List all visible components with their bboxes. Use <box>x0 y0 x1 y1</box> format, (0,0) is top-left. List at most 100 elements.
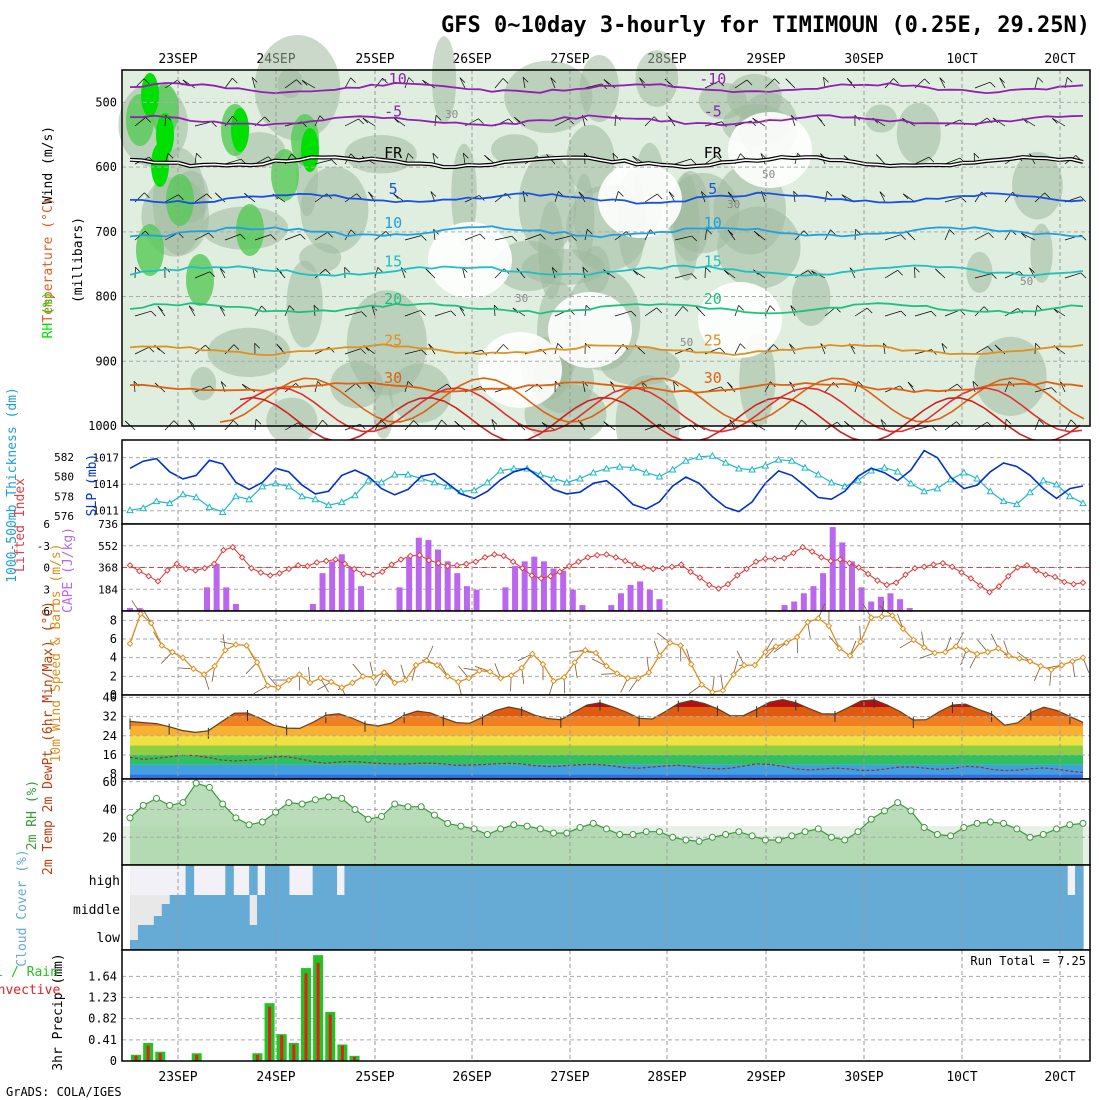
wind-barb <box>1034 77 1039 89</box>
precip-tick-label: 0.82 <box>88 1012 117 1026</box>
wind-barb-flag <box>300 234 306 240</box>
wind-barb <box>674 158 692 165</box>
wind-barb-flag <box>949 229 955 235</box>
cape-bar <box>454 573 461 611</box>
cloud-cover-cell <box>566 925 576 950</box>
wind-barb <box>883 343 886 355</box>
cape-bar <box>396 587 403 611</box>
cloud-cover-cell <box>606 895 616 925</box>
cloud-cover-cell <box>495 865 504 895</box>
isotherm-label: 20 <box>384 290 402 308</box>
precip-convective-bar <box>146 1045 150 1061</box>
wind-speed-marker <box>889 612 896 619</box>
wind-barb-flag <box>682 306 689 312</box>
cloud-cover-cell <box>757 895 766 925</box>
wind-speed-marker <box>391 679 399 687</box>
wind-barb-flag <box>479 233 486 240</box>
cloud-cover-cell <box>789 865 798 895</box>
precip-convective-bar <box>195 1054 199 1061</box>
lifted-index-marker <box>911 564 919 572</box>
thickness-axis-label: 1000-500mb Thickness (dm) <box>5 387 20 583</box>
cloud-cover-cell <box>1011 925 1021 950</box>
wind-speed-marker <box>253 659 261 666</box>
cape-bar <box>232 603 239 611</box>
cloud-cover-cell <box>717 925 727 950</box>
rh-cell <box>190 366 217 401</box>
isotherm-label: 5 <box>389 180 398 198</box>
rh-cell <box>431 36 457 124</box>
rh-cell <box>344 134 417 174</box>
wind-barb-flag <box>261 305 267 312</box>
cloud-cover-cell <box>1051 865 1060 895</box>
wind-barb-flag <box>1029 267 1035 273</box>
wind-barb-flag <box>1044 192 1050 199</box>
lifted-index-marker <box>126 562 134 569</box>
wind-barb-flag <box>987 346 993 352</box>
rh2m-marker <box>801 828 809 836</box>
cloud-cover-cell <box>670 925 679 950</box>
wind-speed-marker <box>423 657 430 664</box>
cloud-cover-cell <box>431 925 441 950</box>
wind-barb <box>794 419 802 431</box>
surface-wind-barb <box>764 637 774 653</box>
wind-speed-marker <box>211 662 219 670</box>
thickness-marker <box>165 499 174 507</box>
rh2m-marker <box>589 819 597 827</box>
wind-barb-flag <box>356 193 362 200</box>
lifted-index-marker <box>649 565 657 573</box>
rh-dry-cell <box>478 332 562 408</box>
rh2m-marker <box>325 793 333 801</box>
cloud-cover-cell <box>1067 925 1076 950</box>
cloud-cover-cell <box>852 925 862 950</box>
cloud-cover-cell <box>1019 895 1029 925</box>
wind-speed-marker <box>359 673 367 680</box>
wind-barb <box>188 305 196 317</box>
cape-bar <box>829 527 836 611</box>
thickness-marker <box>351 491 359 499</box>
wind-barb-flag <box>484 155 490 161</box>
thickness-marker <box>1065 492 1074 500</box>
wind-barb-flag <box>157 305 164 312</box>
temp-band <box>130 774 1083 779</box>
lifted-index-marker <box>519 564 526 572</box>
thickness-marker <box>973 474 981 482</box>
isotherm <box>129 302 1084 315</box>
cloud-cover-cell <box>947 895 957 925</box>
wind-barb-flag <box>705 266 711 273</box>
rh-dry-cell <box>698 282 782 358</box>
wind-barb <box>903 193 916 203</box>
cloud-cover-cell <box>995 895 1005 925</box>
wind-barb-flag <box>215 192 221 199</box>
isotherm-label: 10 <box>704 214 722 232</box>
wind-barb <box>884 234 901 241</box>
wind-barb-flag <box>232 115 238 122</box>
isotherm-label: 25 <box>704 332 722 350</box>
lifted-index-marker <box>892 579 900 587</box>
wind-barb <box>164 79 178 89</box>
cloud-cover-cell <box>670 865 679 895</box>
rh2m-marker <box>603 825 610 833</box>
lifted-index-marker <box>593 551 601 559</box>
wind-speed-marker <box>910 636 917 644</box>
thickness-marker <box>708 451 717 459</box>
surface-wind-barb <box>426 645 434 661</box>
cloud-cover-cell <box>241 895 250 925</box>
pressure-tick-label: 1000 <box>88 419 117 433</box>
cloud-cover-cell <box>805 865 814 895</box>
wind-barb <box>344 311 362 317</box>
lifted-index-axis-label: Lifted Index <box>13 478 28 572</box>
wind-speed-marker <box>306 679 314 687</box>
wind-barb-flag <box>571 235 577 241</box>
rh2m-marker <box>205 783 213 791</box>
wind-barb <box>550 77 556 89</box>
cloud-cover-cell <box>384 895 393 925</box>
wind-barb-flag <box>344 266 350 273</box>
cloud-tick-label: low <box>97 931 121 946</box>
wind-barb <box>824 306 836 317</box>
temp-band <box>130 726 1083 736</box>
wind-barb <box>284 383 296 393</box>
cloud-cover-cell <box>797 895 806 925</box>
cape-bar <box>791 601 798 611</box>
lifted-index-marker <box>192 567 199 574</box>
lifted-index-marker <box>294 562 302 569</box>
